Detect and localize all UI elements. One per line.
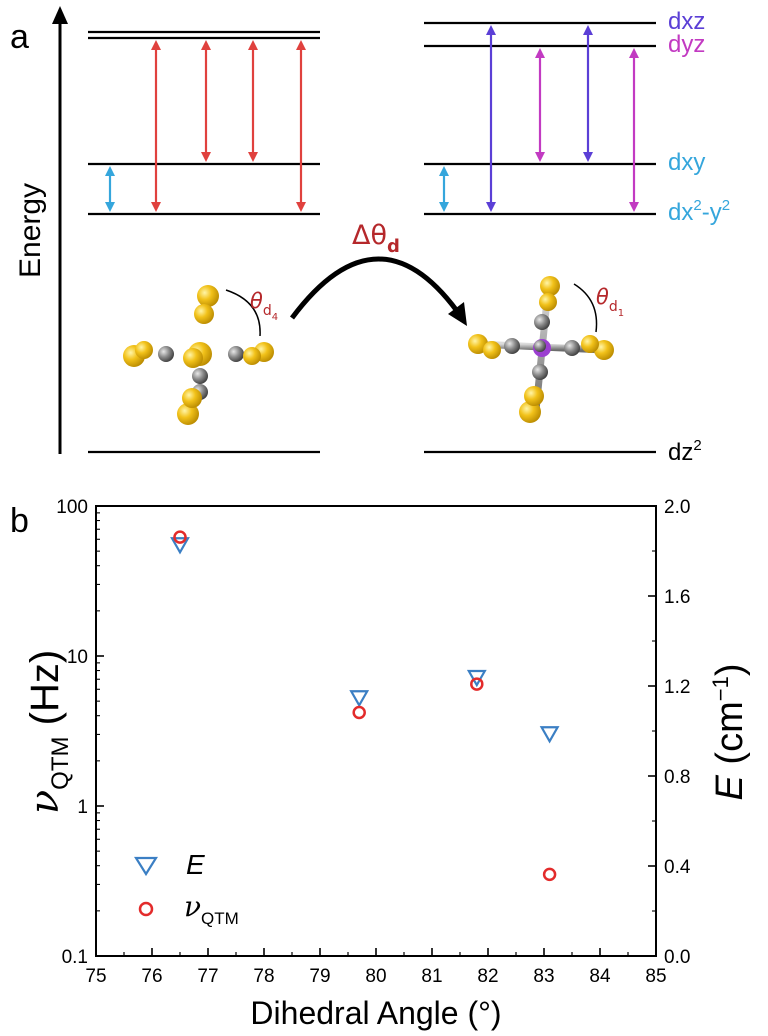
arrow-right-3 <box>583 25 593 162</box>
x-tick-label: 78 <box>253 966 274 987</box>
x-tick-label: 76 <box>141 966 162 987</box>
delta-theta-arc <box>289 256 465 320</box>
panel-a: a Energy dxz dyz dxy dx2-y2 <box>10 6 730 466</box>
nu-qtm-point <box>542 867 557 882</box>
y-right-tick-label: 0.4 <box>664 857 691 878</box>
series-nu-qtm <box>173 530 557 882</box>
x-axis-title: Dihedral Angle (°) <box>250 995 501 1031</box>
arrow-left-3 <box>248 40 258 162</box>
y-left-tick-label: 100 <box>56 497 88 518</box>
nu-qtm-point <box>173 530 187 544</box>
orbital-label-dxy: dxy <box>668 149 705 176</box>
y-right-tick-label: 0.8 <box>664 767 690 788</box>
x-tick-label: 80 <box>365 966 386 987</box>
right-transition-arrows <box>439 25 639 212</box>
y-right-axis-title: E (cm−1) <box>708 664 751 801</box>
nu-qtm-point <box>352 705 366 720</box>
molecule-right: θd1 <box>468 276 624 423</box>
delta-theta-label: Δθd <box>352 220 400 257</box>
legend-e-marker <box>134 856 158 877</box>
legend-nu-marker <box>138 901 154 917</box>
e-point <box>466 669 487 688</box>
arrow-right-dxy-dx2y2 <box>439 166 449 212</box>
energy-axis-label: Energy <box>14 183 47 278</box>
y-right-tick-label: 1.6 <box>664 587 690 608</box>
y-axis-left: 0.1 1 10 100 <box>56 497 104 968</box>
y-left-tick-label: 1 <box>77 797 88 818</box>
y-right-tick-label: 2.0 <box>664 497 690 518</box>
x-axis: 75 76 77 78 79 80 81 82 83 84 85 <box>85 948 667 987</box>
legend-e-label: E <box>186 849 205 880</box>
y-axis-right: 0.0 0.4 0.8 1.2 1.6 2.0 <box>648 497 691 968</box>
arrow-right-4 <box>629 48 639 212</box>
theta-left-label: θd4 <box>250 289 278 323</box>
orbital-label-dxz: dxz <box>668 8 705 35</box>
y-left-tick-label: 0.1 <box>62 947 88 968</box>
theta-left-arc <box>225 289 261 337</box>
arrow-left-2 <box>201 40 211 162</box>
plot-frame <box>95 505 657 957</box>
theta-right-label: θd1 <box>596 285 624 319</box>
nu-qtm-point <box>470 677 484 691</box>
x-tick-label: 77 <box>197 966 218 987</box>
theta-right-arc <box>573 283 598 333</box>
energy-axis-arrowhead <box>52 6 68 24</box>
e-point <box>170 537 190 555</box>
y-right-tick-label: 0.0 <box>664 947 690 968</box>
x-tick-label: 85 <box>645 966 666 987</box>
left-transition-arrows <box>105 40 306 212</box>
delta-theta-arrowhead <box>448 302 467 326</box>
x-tick-label: 83 <box>533 966 554 987</box>
panel-a-label: a <box>10 18 29 56</box>
orbital-label-dz2: dz2 <box>668 437 702 466</box>
legend-nu-label: νQTM <box>184 890 239 928</box>
arrow-left-dxy-dx2y2 <box>105 166 115 212</box>
legend: E νQTM <box>134 849 239 928</box>
x-tick-label: 79 <box>309 966 330 987</box>
y-left-axis-title: νQTM (Hz) <box>22 650 74 814</box>
e-point <box>539 726 560 744</box>
orbital-label-dyz: dyz <box>668 31 705 58</box>
arrow-right-2 <box>535 48 545 162</box>
panel-b-label: b <box>10 502 29 540</box>
arrow-left-1 <box>151 40 161 212</box>
y-left-tick-label: 10 <box>67 647 88 668</box>
x-tick-label: 84 <box>589 966 611 987</box>
orbital-label-dx2y2: dx2-y2 <box>668 197 730 226</box>
x-tick-label: 75 <box>85 966 106 987</box>
molecule-left: θd4 <box>123 285 278 425</box>
right-levels <box>424 21 656 454</box>
x-tick-label: 82 <box>477 966 498 987</box>
arrow-left-4 <box>296 40 306 212</box>
e-point <box>349 690 370 708</box>
left-levels <box>88 30 320 454</box>
series-e <box>170 537 560 744</box>
y-right-tick-label: 1.2 <box>664 677 690 698</box>
x-tick-label: 81 <box>421 966 442 987</box>
arrow-right-1 <box>486 25 496 212</box>
